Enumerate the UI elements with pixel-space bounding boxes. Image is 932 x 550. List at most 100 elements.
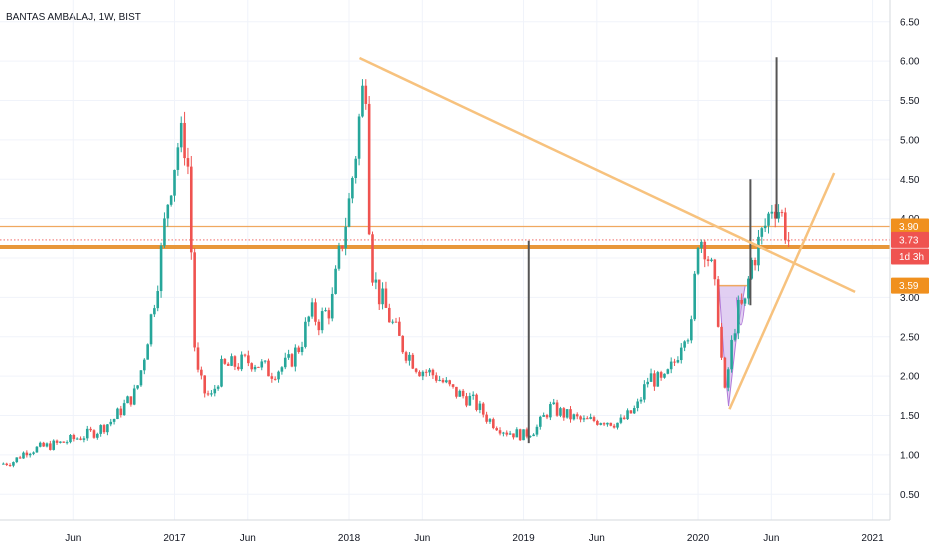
- candle-down: [226, 363, 230, 366]
- candle-down: [247, 355, 250, 364]
- candle-down: [196, 347, 200, 370]
- x-tick-label: 2019: [512, 533, 535, 544]
- candle-down: [562, 408, 566, 418]
- price-tag-box: [891, 248, 929, 265]
- candle-up: [230, 356, 233, 366]
- candle-up: [767, 213, 770, 226]
- candle-down: [189, 166, 193, 253]
- candle-up: [126, 396, 129, 404]
- candle-up: [300, 346, 304, 353]
- candle-down: [49, 443, 52, 450]
- candle-up: [646, 381, 649, 385]
- candle-down: [518, 429, 522, 441]
- candle-down: [327, 310, 331, 319]
- ascending-trendline: [728, 172, 836, 410]
- candle-up: [334, 268, 337, 294]
- candle-down: [341, 245, 344, 249]
- candle-up: [535, 426, 539, 435]
- candle-up: [324, 310, 327, 312]
- candle-up: [559, 408, 562, 416]
- candle-up: [508, 433, 512, 435]
- candle-down: [297, 347, 300, 353]
- candle-up: [277, 371, 280, 380]
- candle-up: [132, 388, 136, 405]
- candle-up: [139, 370, 143, 386]
- candle-up: [515, 429, 519, 438]
- candle-down: [716, 279, 720, 327]
- candle-down: [673, 361, 676, 363]
- candle-up: [176, 147, 180, 170]
- candle-up: [85, 428, 89, 439]
- candle-down: [512, 433, 515, 438]
- candle-up: [153, 308, 156, 315]
- candle-up: [528, 436, 532, 438]
- y-tick-label: 5.00: [900, 135, 920, 146]
- y-tick-label: 3.00: [900, 293, 920, 304]
- candle-up: [22, 452, 25, 459]
- x-tick-label: Jun: [763, 533, 779, 544]
- y-tick-label: 0.50: [900, 490, 920, 501]
- candle-up: [260, 361, 264, 368]
- candle-down: [475, 394, 478, 410]
- y-tick-label: 1.50: [900, 411, 920, 422]
- candle-down: [387, 307, 391, 323]
- candle-down: [418, 371, 421, 377]
- candle-up: [743, 298, 747, 304]
- candle-up: [156, 291, 160, 309]
- candle-up: [428, 369, 431, 373]
- candle-up: [737, 299, 740, 334]
- y-tick-label: 5.50: [900, 96, 920, 107]
- candle-up: [109, 421, 113, 425]
- candle-down: [371, 234, 374, 283]
- candle-down: [79, 438, 82, 440]
- candle-down: [498, 430, 502, 434]
- candle-down: [62, 441, 66, 443]
- candle-up: [179, 122, 183, 148]
- candle-up: [730, 339, 733, 370]
- candle-up: [488, 419, 492, 422]
- candle-up: [582, 418, 586, 420]
- candle-up: [35, 446, 39, 453]
- candle-down: [89, 428, 92, 431]
- candle-down: [629, 410, 633, 414]
- candle-up: [478, 403, 482, 410]
- candle-up: [565, 409, 569, 418]
- candle-down: [505, 432, 509, 435]
- x-axis[interactable]: Jun 2017 Jun 2018 Jun 2019 Jun 2020 Jun 2021: [65, 533, 884, 544]
- candle-down: [384, 288, 388, 308]
- candle-up: [213, 388, 217, 394]
- candle-up: [438, 379, 441, 381]
- candle-down: [451, 384, 455, 387]
- candle-up: [643, 384, 646, 400]
- candle-up: [532, 434, 535, 437]
- candle-up: [52, 440, 55, 450]
- candle-down: [270, 376, 274, 379]
- candle-down: [602, 423, 606, 425]
- candle-up: [310, 302, 314, 317]
- candle-down: [622, 417, 626, 420]
- candle-up: [552, 402, 556, 405]
- candle-up: [777, 212, 780, 219]
- x-tick-label: Jun: [589, 533, 605, 544]
- candle-up: [468, 395, 472, 406]
- candle-down: [575, 414, 579, 417]
- candle-up: [166, 204, 170, 219]
- candle-up: [287, 354, 290, 358]
- candle-up: [59, 441, 62, 443]
- candle-down: [183, 122, 186, 159]
- candle-up: [636, 401, 639, 409]
- candle-up: [750, 260, 754, 279]
- price-tag-box: [891, 277, 929, 294]
- candle-down: [659, 372, 663, 378]
- x-tick-label: 2021: [861, 533, 884, 544]
- candle-down: [42, 442, 45, 447]
- candle-up: [149, 314, 153, 345]
- candle-up: [106, 424, 109, 433]
- x-tick-label: 2017: [163, 533, 186, 544]
- candle-up: [344, 226, 347, 249]
- candle-down: [401, 335, 405, 353]
- candle-up: [549, 404, 552, 418]
- candle-down: [723, 357, 727, 388]
- candle-down: [119, 408, 123, 416]
